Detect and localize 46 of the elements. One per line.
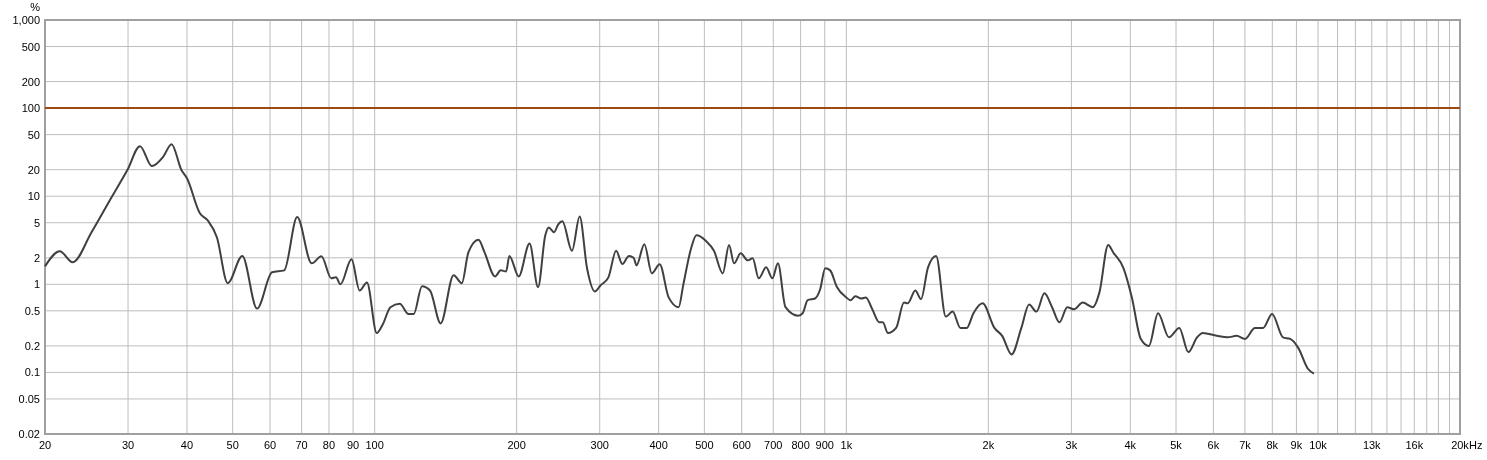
y-axis-title: % bbox=[30, 1, 41, 13]
x-tick-label: 9k bbox=[1290, 439, 1303, 451]
y-tick-label: 2 bbox=[33, 251, 40, 264]
x-tick-label: 4k bbox=[1124, 439, 1137, 451]
x-tick-label: 2k bbox=[982, 439, 995, 451]
x-tick-label: 10k bbox=[1309, 439, 1328, 451]
x-tick-label: 20k bbox=[1451, 439, 1470, 451]
y-tick-label: 0.02 bbox=[18, 428, 40, 440]
x-tick-label: 100 bbox=[365, 439, 384, 451]
x-tick-label: 3k bbox=[1065, 439, 1078, 451]
y-tick-label: 0.5 bbox=[24, 304, 40, 317]
x-tick-label: 900 bbox=[815, 439, 834, 451]
x-tick-label: 500 bbox=[695, 439, 714, 451]
x-tick-label: 700 bbox=[764, 439, 783, 451]
y-tick-label: 1,000 bbox=[12, 14, 40, 26]
y-tick-label: 5 bbox=[33, 216, 40, 229]
x-tick-label: 13k bbox=[1362, 439, 1382, 451]
y-tick-label: 10 bbox=[27, 190, 40, 203]
y-tick-label: 0.2 bbox=[24, 339, 40, 352]
x-tick-label: 90 bbox=[346, 439, 360, 451]
x-tick-label: 8k bbox=[1266, 439, 1279, 451]
x-tick-label: 60 bbox=[263, 439, 277, 451]
y-tick-label: 100 bbox=[21, 102, 40, 115]
y-tick-label: 0.1 bbox=[24, 366, 40, 379]
x-tick-label: 40 bbox=[180, 439, 194, 451]
x-tick-label: 5k bbox=[1170, 439, 1183, 451]
x-tick-label: 7k bbox=[1239, 439, 1252, 451]
x-axis-title: Hz bbox=[1469, 439, 1483, 451]
x-tick-label: 6k bbox=[1207, 439, 1220, 451]
x-tick-label: 300 bbox=[590, 439, 609, 451]
y-tick-label: 0.05 bbox=[18, 392, 40, 405]
x-tick-label: 16k bbox=[1405, 439, 1424, 451]
y-tick-label: 20 bbox=[27, 163, 40, 176]
x-tick-label: 1k bbox=[840, 439, 853, 451]
x-tick-label: 50 bbox=[226, 439, 239, 451]
y-tick-label: 200 bbox=[21, 75, 40, 88]
x-tick-label: 70 bbox=[295, 439, 308, 451]
x-tick-label: 30 bbox=[121, 439, 135, 451]
x-tick-label: 80 bbox=[322, 439, 336, 451]
x-tick-label: 800 bbox=[791, 439, 810, 451]
y-tick-label: 1 bbox=[33, 278, 40, 291]
x-tick-label: 400 bbox=[649, 439, 668, 451]
x-tick-label: 600 bbox=[732, 439, 751, 451]
y-tick-label: 50 bbox=[27, 128, 40, 141]
x-tick-label: 200 bbox=[507, 439, 526, 451]
y-tick-label: 500 bbox=[21, 40, 40, 53]
